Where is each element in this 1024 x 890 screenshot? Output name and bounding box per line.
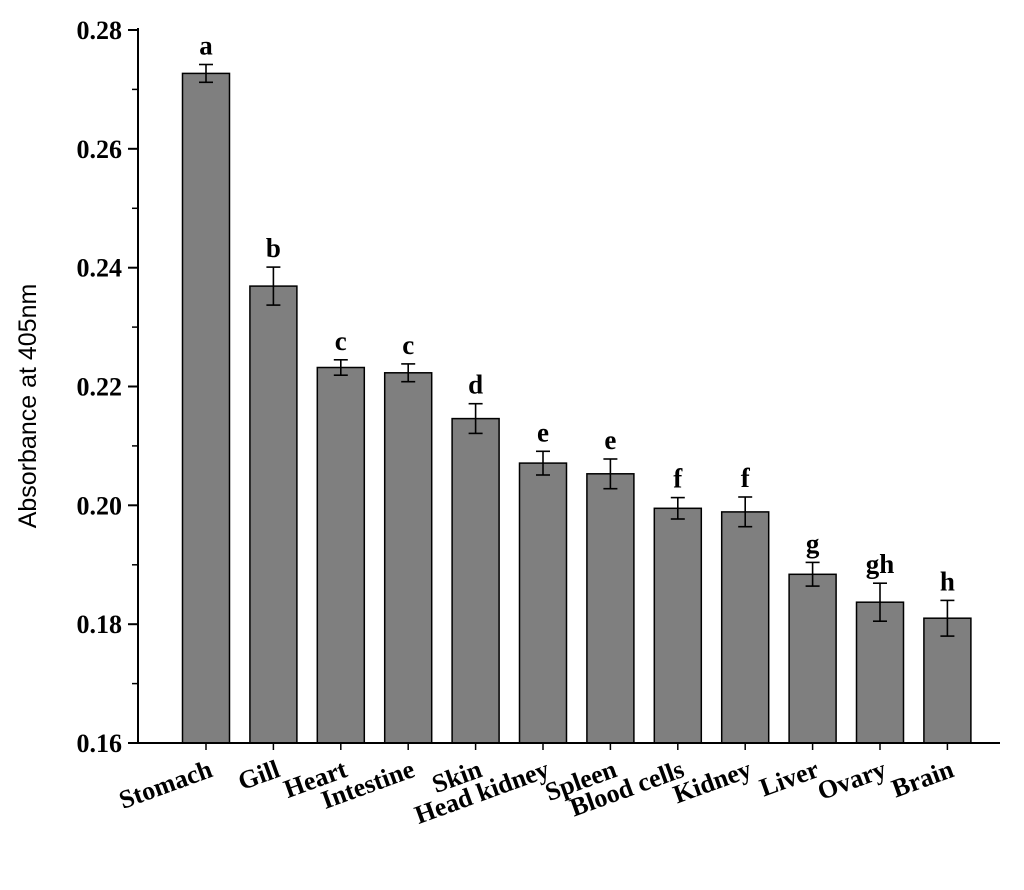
significance-label: a (199, 31, 213, 61)
significance-label: g (806, 528, 820, 558)
significance-label: c (335, 326, 347, 356)
bar (586, 473, 635, 744)
significance-label: c (402, 330, 414, 360)
significance-label: f (673, 464, 683, 494)
x-tick-label: Ovary (814, 754, 890, 805)
bar (923, 617, 972, 744)
y-tick-label: 0.16 (77, 729, 123, 758)
y-tick-label: 0.26 (77, 135, 123, 164)
bar (788, 573, 837, 744)
significance-label: d (468, 370, 483, 400)
bars-layer (181, 72, 972, 744)
significance-label: b (266, 233, 281, 263)
bar (653, 507, 703, 744)
y-ticks-layer: 0.16 0.18 0.20 0.22 0.24 0.26 0.28 (77, 16, 138, 758)
bar (181, 72, 231, 744)
y-axis-title: Absorbance at 405nm (14, 284, 42, 529)
significance-label: e (537, 417, 549, 447)
bar (855, 601, 905, 744)
x-tick-label: Gill (234, 754, 283, 796)
y-tick-label: 0.28 (77, 16, 123, 45)
bar (720, 511, 770, 744)
error-bars-layer (199, 63, 955, 637)
significance-label: gh (866, 549, 895, 579)
significance-label: h (940, 566, 955, 596)
significance-labels-layer: a b c c d e e f f g gh h (199, 31, 955, 597)
x-tick-label: Brain (888, 754, 958, 803)
significance-label: f (741, 463, 751, 493)
x-tick-label: Kidney (669, 754, 755, 809)
bar (249, 285, 298, 744)
bar (383, 372, 433, 744)
y-tick-label: 0.18 (77, 610, 123, 639)
y-tick-label: 0.24 (77, 254, 123, 283)
y-tick-label: 0.20 (77, 491, 123, 520)
y-tick-label: 0.22 (77, 373, 123, 402)
x-tick-label: Stomach (115, 754, 216, 815)
bar (316, 366, 366, 744)
x-tick-label: Head kidney (411, 754, 553, 829)
bar (518, 462, 568, 744)
significance-label: e (604, 425, 616, 455)
bar (451, 417, 500, 744)
